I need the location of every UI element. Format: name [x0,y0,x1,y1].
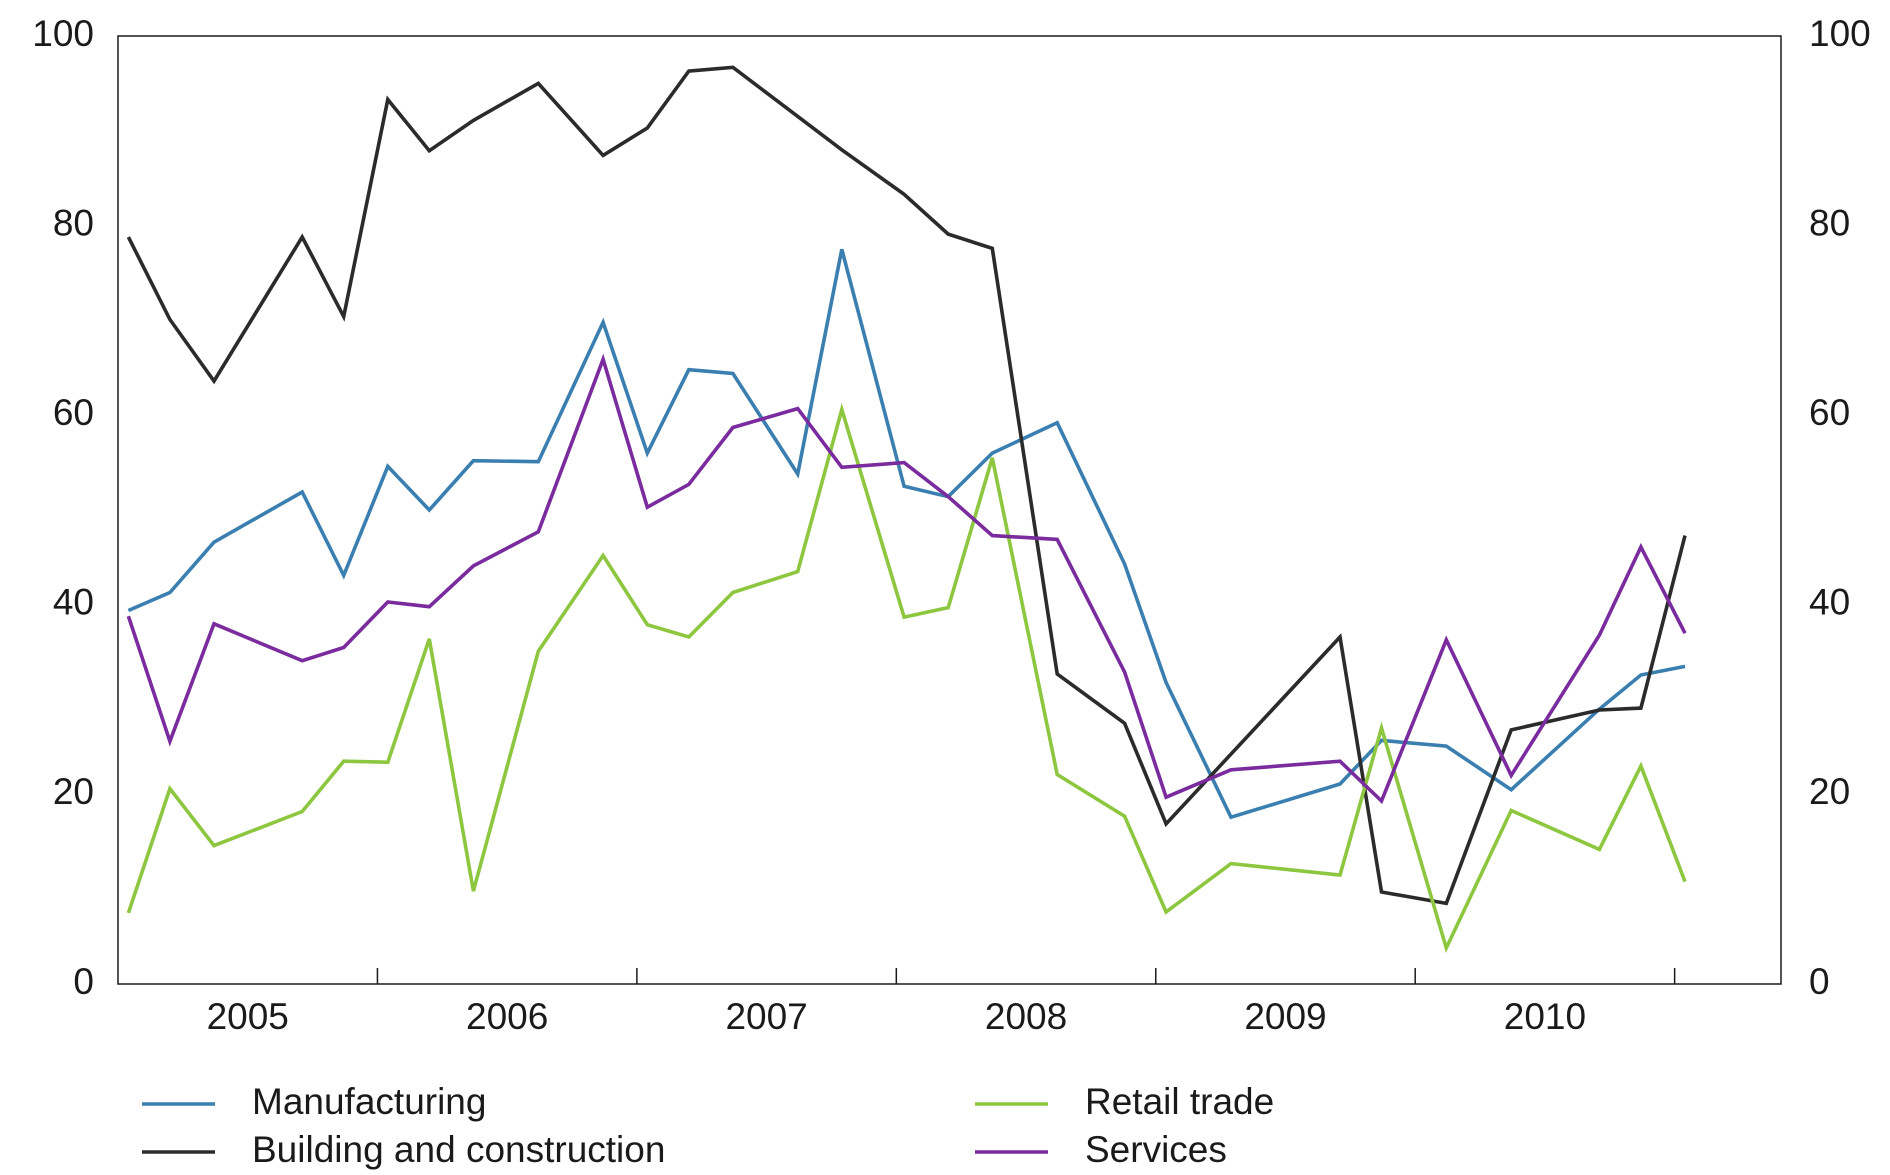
series-line [126,65,1687,906]
series-line [127,248,1686,820]
y-tick-label: 60 [53,392,94,433]
series-line [126,353,1687,805]
x-tick-label: 2007 [725,996,807,1037]
y2-tick-label: 80 [1809,202,1850,243]
y2-tick-label: 20 [1809,771,1850,812]
legend-label: Building and construction [252,1129,665,1170]
x-tick-label: 2006 [466,996,548,1037]
plot-frame [117,35,1782,985]
x-tick-label: 2009 [1244,996,1326,1037]
y-tick-label: 20 [53,771,94,812]
x-tick-label: 2005 [207,996,289,1037]
y2-tick-label: 40 [1809,582,1850,623]
y-tick-label: 0 [73,961,94,1002]
y-tick-label: 100 [32,13,94,54]
y-tick-label: 40 [53,582,94,623]
y2-tick-label: 100 [1809,13,1871,54]
legend-label: Retail trade [1085,1081,1274,1122]
legend-label: Services [1085,1129,1227,1170]
y2-tick-label: 60 [1809,392,1850,433]
y2-tick-label: 0 [1809,961,1830,1002]
legend-label: Manufacturing [252,1081,486,1122]
x-tick-label: 2010 [1504,996,1586,1037]
series-line [126,402,1687,954]
x-tick-label: 2008 [985,996,1067,1037]
y-tick-label: 80 [53,202,94,243]
